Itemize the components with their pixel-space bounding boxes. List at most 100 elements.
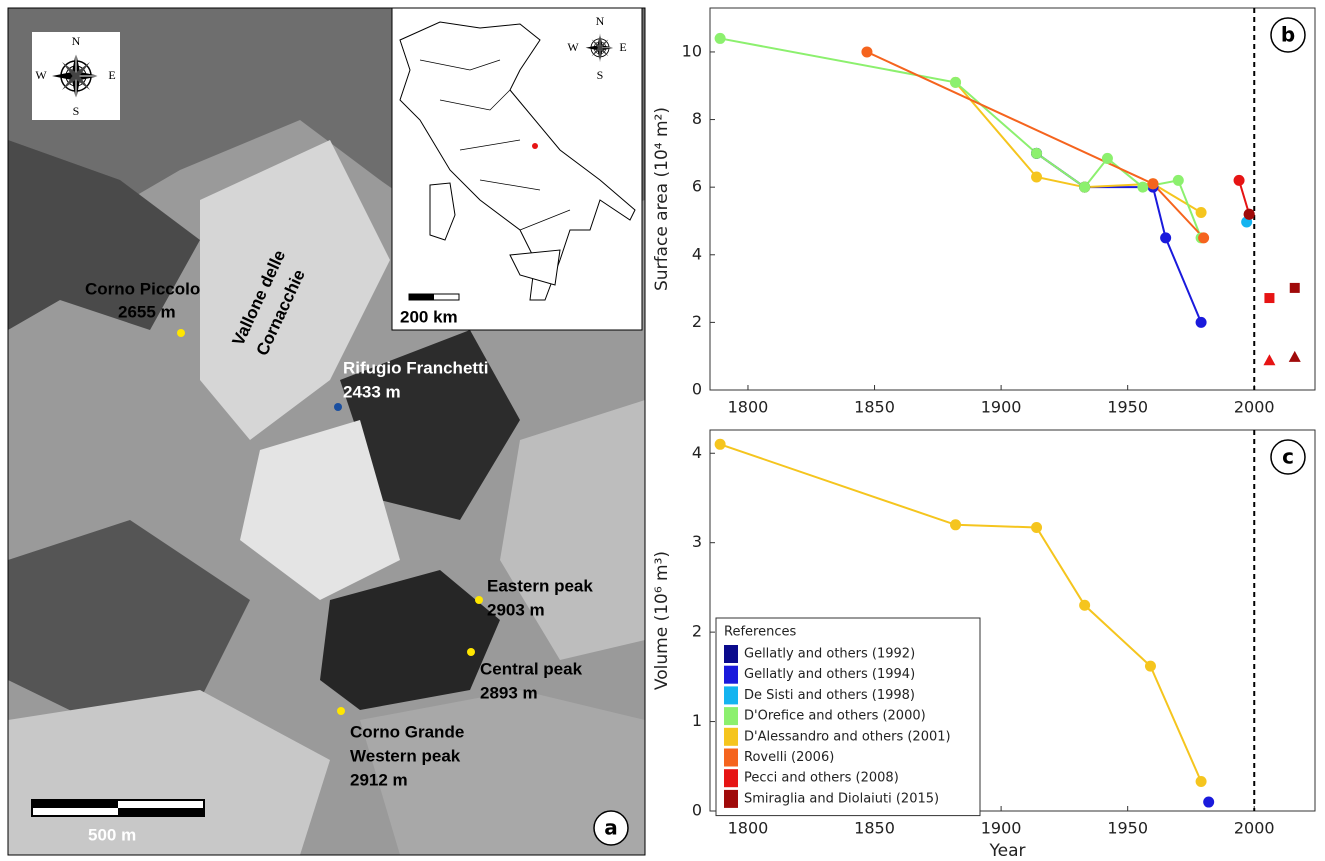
place-dot bbox=[467, 648, 475, 656]
point bbox=[950, 519, 962, 531]
point bbox=[1031, 171, 1043, 183]
point bbox=[1101, 152, 1113, 164]
legend-swatch bbox=[724, 769, 738, 788]
point bbox=[1172, 174, 1184, 186]
place-label: Rifugio Franchetti bbox=[343, 358, 488, 377]
point bbox=[861, 46, 873, 58]
italy-outline bbox=[399, 21, 636, 301]
y-tick-label: 2 bbox=[692, 312, 702, 331]
point bbox=[1195, 207, 1207, 219]
panel-badge bbox=[1270, 17, 1306, 53]
scale-label: 500 m bbox=[88, 825, 136, 844]
x-tick-label: 1850 bbox=[854, 819, 895, 838]
scale-bar-fill bbox=[118, 808, 204, 816]
legend-label: D'Orefice and others (2000) bbox=[744, 709, 926, 724]
point bbox=[1147, 178, 1159, 190]
panel-label: a bbox=[604, 816, 618, 840]
x-tick-label: 1950 bbox=[1107, 819, 1148, 838]
compass-w: W bbox=[35, 68, 47, 82]
series-line bbox=[1238, 180, 1251, 215]
legend-label: D'Alessandro and others (2001) bbox=[744, 729, 951, 744]
legend-label: De Sisti and others (1998) bbox=[744, 688, 915, 703]
compass-s: S bbox=[73, 104, 80, 118]
point bbox=[1233, 174, 1245, 186]
legend-label: Gellatly and others (1992) bbox=[744, 647, 915, 662]
legend-swatch bbox=[724, 748, 738, 767]
x-tick-label: 1850 bbox=[854, 398, 895, 417]
legend-box bbox=[715, 617, 981, 817]
place-elevation: 2903 m bbox=[487, 600, 545, 619]
panel-label: b bbox=[1281, 23, 1295, 47]
place-elevation: 2912 m bbox=[350, 770, 408, 789]
y-tick-label: 4 bbox=[692, 443, 702, 462]
point bbox=[1288, 350, 1301, 362]
y-tick-label: 4 bbox=[692, 244, 702, 263]
point bbox=[1263, 354, 1276, 366]
inset-scale-label: 200 km bbox=[400, 307, 458, 326]
scale-bar-fill bbox=[32, 800, 118, 808]
place-dot bbox=[337, 707, 345, 715]
place-dot bbox=[334, 403, 342, 411]
panel-badge bbox=[593, 810, 629, 846]
plot-frame bbox=[709, 7, 1316, 391]
x-tick-label: 2000 bbox=[1234, 398, 1275, 417]
legend-swatch bbox=[724, 707, 738, 726]
point bbox=[1137, 181, 1149, 193]
place-elevation: 2433 m bbox=[343, 382, 401, 401]
point bbox=[1144, 660, 1156, 672]
panel-badge bbox=[1270, 439, 1306, 475]
point bbox=[1243, 208, 1255, 220]
legend-label: Pecci and others (2008) bbox=[744, 771, 899, 786]
x-tick-label: 1900 bbox=[981, 819, 1022, 838]
x-tick-label: 1950 bbox=[1107, 398, 1148, 417]
compass-n: N bbox=[72, 34, 81, 48]
panel-label: c bbox=[1282, 445, 1294, 469]
sicily bbox=[509, 249, 561, 286]
point bbox=[1195, 775, 1207, 787]
series-line bbox=[719, 443, 1203, 782]
point bbox=[1031, 147, 1043, 159]
sardinia bbox=[429, 182, 456, 241]
inset-compass-s: S bbox=[597, 68, 604, 82]
y-tick-label: 0 bbox=[692, 801, 702, 820]
point bbox=[1079, 599, 1091, 611]
point bbox=[1031, 521, 1043, 533]
place-dot bbox=[177, 329, 185, 337]
x-tick-label: 1800 bbox=[728, 398, 769, 417]
legend-title: References bbox=[724, 625, 796, 640]
point bbox=[1195, 316, 1207, 328]
place-elevation: 2655 m bbox=[118, 302, 176, 321]
inset-compass-e: E bbox=[619, 40, 626, 54]
point bbox=[1160, 232, 1172, 244]
compass-e: E bbox=[108, 68, 115, 82]
place-label: Central peak bbox=[480, 659, 583, 678]
region-borders bbox=[419, 59, 571, 231]
point bbox=[1289, 282, 1300, 293]
point bbox=[1198, 232, 1210, 244]
y-tick-label: 3 bbox=[692, 532, 702, 551]
y-tick-label: 6 bbox=[692, 177, 702, 196]
point bbox=[1203, 796, 1215, 808]
x-axis-label: Year bbox=[989, 841, 1026, 861]
legend-swatch bbox=[724, 665, 738, 684]
place-dot bbox=[475, 596, 483, 604]
legend-label: Smiraglia and Diolaiuti (2015) bbox=[744, 791, 939, 806]
legend-swatch bbox=[724, 727, 738, 746]
place-label: Corno Piccolo bbox=[85, 279, 200, 298]
place-label: Eastern peak bbox=[487, 576, 593, 595]
y-tick-label: 2 bbox=[692, 622, 702, 641]
x-tick-label: 2000 bbox=[1234, 819, 1275, 838]
inset-compass-n: N bbox=[596, 14, 605, 28]
place-elevation: 2893 m bbox=[480, 683, 538, 702]
location-dot bbox=[532, 143, 538, 149]
x-tick-label: 1900 bbox=[981, 398, 1022, 417]
inset-scale-fill bbox=[409, 294, 434, 300]
point bbox=[950, 76, 962, 88]
series-line bbox=[719, 37, 1203, 239]
y-tick-label: 1 bbox=[692, 711, 702, 730]
place-label: Corno Grande bbox=[350, 722, 464, 741]
y-axis-label: Volume (10⁶ m³) bbox=[652, 551, 672, 690]
legend-swatch bbox=[724, 789, 738, 808]
point bbox=[714, 32, 726, 44]
